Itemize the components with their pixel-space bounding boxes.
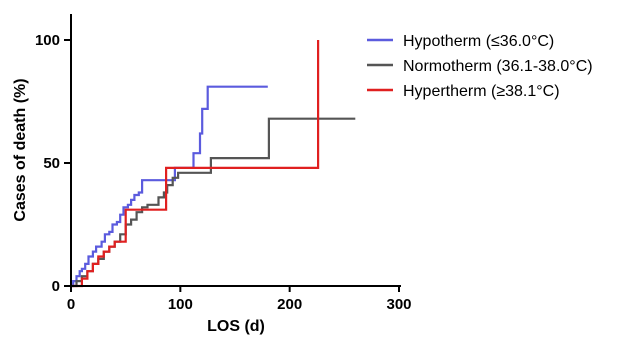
legend: Hypotherm (≤36.0°C) Normotherm (36.1-38.0… — [367, 33, 593, 100]
y-tick-label: 0 — [52, 278, 60, 295]
x-ticks: 0 100 200 300 — [67, 286, 412, 313]
x-axis-title: LOS (d) — [207, 318, 265, 335]
plot-area — [71, 40, 356, 288]
x-tick-label: 0 — [67, 296, 75, 313]
x-tick-label: 200 — [277, 296, 302, 313]
x-tick-label: 300 — [386, 296, 411, 313]
y-axis-title: Cases of death (%) — [12, 78, 29, 221]
y-tick-label: 50 — [43, 155, 60, 172]
axes — [70, 14, 401, 287]
series-line-1 — [71, 117, 356, 288]
legend-label-0: Hypotherm (≤36.0°C) — [403, 33, 554, 50]
legend-label-2: Hypertherm (≥38.1°C) — [403, 83, 560, 100]
series-line-2 — [71, 40, 320, 288]
x-tick-label: 100 — [168, 296, 193, 313]
y-ticks: 0 50 100 — [35, 32, 71, 295]
legend-label-1: Normotherm (36.1-38.0°C) — [403, 58, 593, 75]
series-line-0 — [71, 85, 268, 288]
y-tick-label: 100 — [35, 32, 60, 49]
